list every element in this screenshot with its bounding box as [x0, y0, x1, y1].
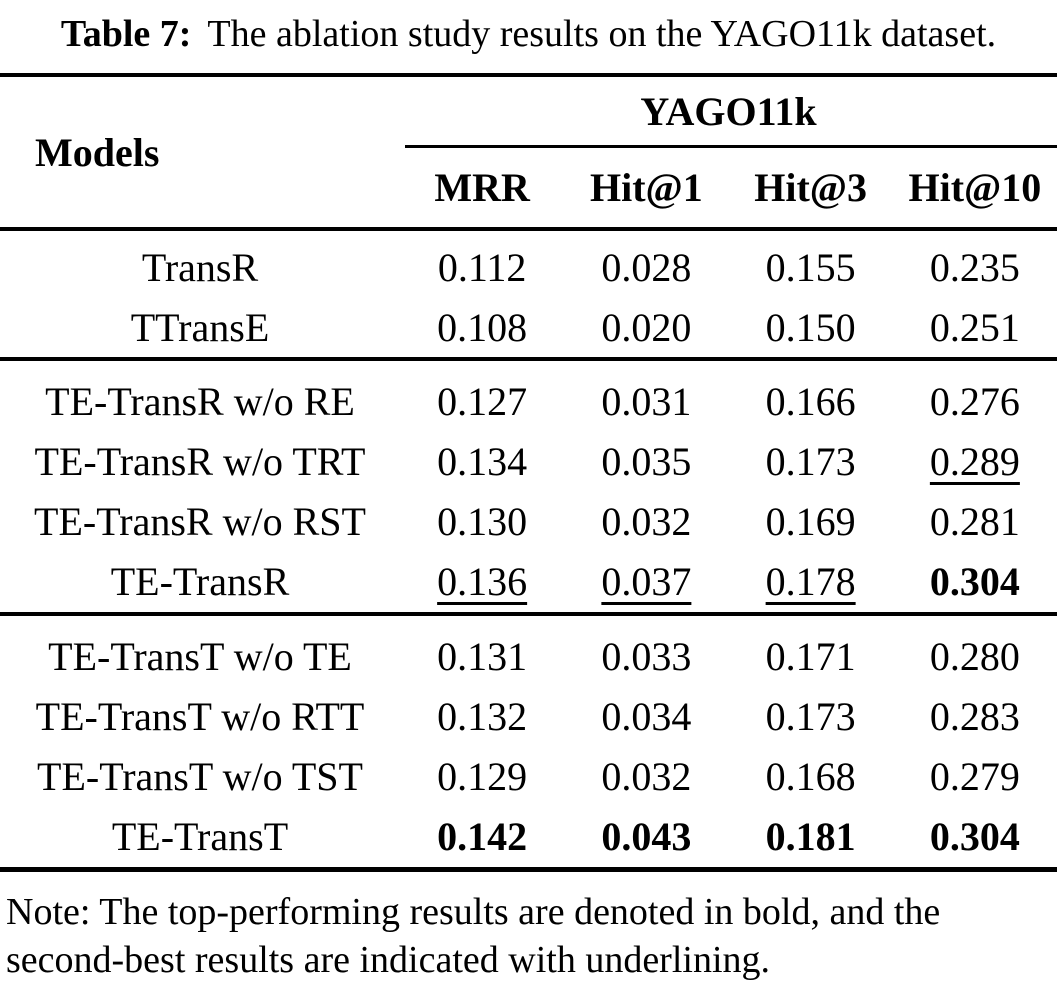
value-cell: 0.033: [601, 633, 692, 679]
value-cell: 0.032: [601, 498, 692, 544]
model-name-cell: TE-TransT w/o TST: [37, 753, 363, 799]
value-cell: 0.171: [765, 633, 856, 679]
table-row: TE-TransT w/o TST 0.129 0.032 0.168 0.27…: [0, 746, 1057, 806]
table-row: TE-TransR w/o TRT 0.134 0.035 0.173 0.28…: [0, 431, 1057, 491]
table-header: Models YAGO11k MRR Hit@1 Hit@3 Hit@10: [0, 77, 1057, 227]
value-cell: 0.281: [929, 498, 1020, 544]
value-cell-best: 0.043: [601, 813, 692, 859]
model-name-cell: TE-TransR w/o TRT: [34, 438, 366, 484]
value-cell: 0.134: [437, 438, 528, 484]
value-cell: 0.155: [765, 244, 856, 290]
table-bottomrule: [0, 867, 1057, 872]
table-row: TE-TransR 0.136 0.037 0.178 0.304: [0, 551, 1057, 611]
metric-header-hit3: Hit@3: [754, 165, 867, 210]
value-cell-best: 0.142: [437, 813, 528, 859]
models-header: Models: [35, 129, 160, 175]
metric-header-hit1: Hit@1: [589, 165, 703, 210]
table-caption-label: Table 7:: [60, 13, 192, 55]
model-name-cell: TE-TransR w/o RE: [45, 378, 355, 424]
value-cell: 0.279: [929, 753, 1020, 799]
value-cell: 0.108: [437, 304, 528, 350]
value-cell: 0.035: [601, 438, 692, 484]
value-cell: 0.130: [437, 498, 528, 544]
table-row: TE-TransT w/o TE 0.131 0.033 0.171 0.280: [0, 626, 1057, 686]
model-name-cell: TE-TransT: [111, 813, 289, 859]
table-row: TTransE 0.108 0.020 0.150 0.251: [0, 297, 1057, 357]
value-cell: 0.283: [929, 693, 1020, 739]
table-row: TE-TransR w/o RE 0.127 0.031 0.166 0.276: [0, 371, 1057, 431]
baseline-models-group: TransR 0.112 0.028 0.155 0.235 TTransE 0…: [0, 231, 1057, 357]
model-name-cell: TE-TransR: [110, 558, 290, 604]
table-row: TE-TransT w/o RTT 0.132 0.034 0.173 0.28…: [0, 686, 1057, 746]
value-cell: 0.034: [601, 693, 692, 739]
value-cell-best: 0.304: [929, 558, 1020, 604]
table-note-line: Note: The top-performing results are den…: [6, 891, 941, 933]
value-cell: 0.166: [765, 378, 856, 424]
value-cell: 0.251: [929, 304, 1020, 350]
value-cell: 0.150: [765, 304, 856, 350]
value-cell: 0.031: [601, 378, 692, 424]
dataset-cmidrule: [405, 145, 1057, 148]
metric-header-mrr: MRR: [434, 165, 530, 210]
value-cell: 0.131: [437, 633, 528, 679]
value-cell: 0.028: [601, 244, 692, 290]
value-cell: 0.173: [765, 693, 856, 739]
table-note-line: second-best results are indicated with u…: [6, 939, 771, 981]
value-cell: 0.129: [437, 753, 528, 799]
value-cell-second-best: 0.037: [601, 558, 692, 604]
model-name-cell: TransR: [141, 244, 259, 290]
value-cell: 0.032: [601, 753, 692, 799]
value-cell: 0.020: [601, 304, 692, 350]
value-cell: 0.235: [929, 244, 1020, 290]
value-cell: 0.127: [437, 378, 528, 424]
value-cell-second-best: 0.178: [765, 558, 856, 604]
table-row: TE-TransR w/o RST 0.130 0.032 0.169 0.28…: [0, 491, 1057, 551]
model-name-cell: TE-TransR w/o RST: [34, 498, 366, 544]
value-cell-best: 0.181: [765, 813, 856, 859]
te-transr-group: TE-TransR w/o RE 0.127 0.031 0.166 0.276…: [0, 361, 1057, 612]
value-cell-second-best: 0.289: [929, 438, 1020, 484]
value-cell: 0.112: [437, 244, 527, 290]
te-transt-group: TE-TransT w/o TE 0.131 0.033 0.171 0.280…: [0, 616, 1057, 867]
value-cell-second-best: 0.136: [437, 558, 528, 604]
dataset-header-block: YAGO11k MRR Hit@1 Hit@3 Hit@10: [400, 77, 1057, 227]
value-cell: 0.276: [929, 378, 1020, 424]
value-cell: 0.169: [765, 498, 856, 544]
header-midrule: [0, 227, 1057, 231]
table-caption-text: The ablation study results on the YAGO11…: [207, 13, 997, 55]
group-midrule: [0, 612, 1057, 616]
value-cell-best: 0.304: [929, 813, 1020, 859]
group-midrule: [0, 357, 1057, 361]
metric-header-hit10: Hit@10: [908, 165, 1042, 210]
model-name-cell: TE-TransT w/o RTT: [35, 693, 365, 739]
value-cell: 0.173: [765, 438, 856, 484]
table-row: TE-TransT 0.142 0.043 0.181 0.304: [0, 806, 1057, 866]
metric-header-row: MRR Hit@1 Hit@3 Hit@10: [400, 148, 1057, 227]
value-cell: 0.280: [929, 633, 1020, 679]
table-toprule: [0, 73, 1057, 77]
table-note: Note: The top-performing results are den…: [0, 872, 1057, 984]
model-name-cell: TE-TransT w/o TE: [48, 633, 352, 679]
model-name-cell: TTransE: [130, 304, 270, 350]
table-caption: Table 7: The ablation study results on th…: [0, 0, 1057, 73]
value-cell: 0.168: [765, 753, 856, 799]
table-row: TransR 0.112 0.028 0.155 0.235: [0, 237, 1057, 297]
dataset-header: YAGO11k: [640, 88, 817, 134]
value-cell: 0.132: [437, 693, 528, 739]
